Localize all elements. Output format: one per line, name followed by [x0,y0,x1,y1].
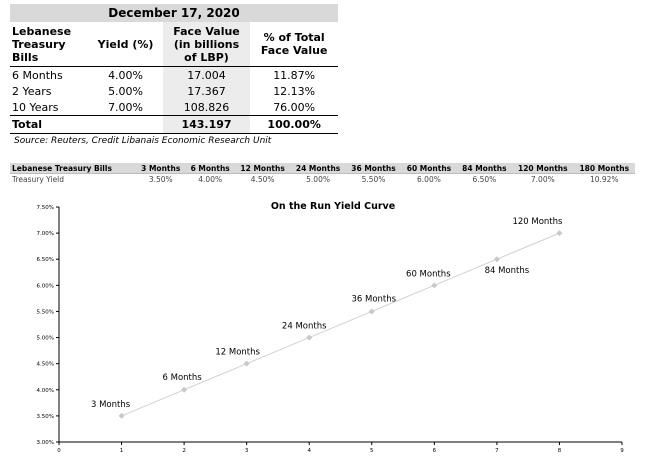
strip-yield: 6.50% [472,174,497,184]
total-face-value: 143.197 [162,115,251,134]
total-yield [88,115,163,134]
yield-curve-chart: On the Run Yield Curve 3.00% 3.50% 4.00% 4.… [37,201,625,454]
table-date: December 17, 2020 [10,4,338,22]
y-tick-label: 5.00% [37,336,54,342]
data-label: 84 Months [485,266,530,276]
y-tick-label: 4.00% [37,388,54,394]
data-label: 12 Months [215,348,260,358]
x-tick-label: 6 [433,448,437,454]
chart-axes: 3.00% 3.50% 4.00% 4.50% 5.00% 5.50% 6.00% 6.50%… [37,205,625,454]
x-tick-label: 2 [182,448,186,454]
y-tick-label: 4.50% [37,362,54,368]
strip-tenor: 36 Months [345,163,402,174]
y-tick-label: 6.00% [37,283,54,289]
chart-series: 3 Months 6 Months 12 Months 24 Months 36 Mon… [91,217,563,419]
data-point [306,334,313,341]
x-tick-label: 4 [307,448,311,454]
data-point [493,256,500,263]
strip-tenor: 12 Months [234,163,291,174]
strip-row-label: Treasury Yield [12,174,65,184]
table-row: 10 Years 7.00% 108.826 76.00% [10,99,338,116]
strip-yield: 5.50% [361,174,386,184]
strip-tenor: 6 Months [185,163,235,174]
yield-strip-table: Lebanese Treasury Bills 3 Months 6 Months… [10,163,635,184]
data-point [368,308,375,315]
source-note: Source: Reuters, Credit Libanais Economi… [14,136,272,146]
strip-tenor: 24 Months [290,163,346,174]
x-tick-label: 7 [495,448,499,454]
header-pct-total: % of Total Face Value [250,22,338,67]
header-face-value: Face Value (in billions of LBP) [162,22,251,67]
data-label: 24 Months [282,322,327,332]
table-row: 2 Years 5.00% 17.367 12.13% [10,83,338,99]
y-tick-label: 6.50% [37,257,54,263]
cell-yield: 7.00% [108,100,144,114]
y-tick-label: 3.00% [37,440,54,446]
cell-pct: 11.87% [273,68,316,82]
cell-face-value: 108.826 [162,99,251,116]
cell-tenor: 2 Years [12,84,52,98]
x-tick-label: 0 [57,448,61,454]
strip-yield: 4.50% [250,174,275,184]
y-tick-label: 5.50% [37,309,54,315]
strip-tenor: 60 Months [401,163,457,174]
data-label: 6 Months [163,373,203,383]
x-tick-label: 1 [120,448,124,454]
y-tick-label: 7.00% [37,231,54,237]
x-tick-label: 8 [558,448,562,454]
data-point [431,282,438,289]
cell-pct: 76.00% [273,100,316,114]
strip-yield: 5.00% [306,174,330,184]
total-label: Total [10,115,89,134]
strip-tenor: 120 Months [512,163,574,174]
cell-tenor: 10 Years [12,100,59,114]
data-point [243,360,250,367]
strip-yield: 7.00% [530,174,555,184]
data-point [181,386,188,393]
treasury-bills-table: December 17, 2020 Lebanese Treasury Bill… [10,4,338,134]
strip-header-label: Lebanese Treasury Bills [10,163,136,174]
strip-yield: 10.92% [589,174,619,184]
strip-tenor: 180 Months [573,163,635,174]
table-row: 6 Months 4.00% 17.004 11.87% [10,66,338,83]
data-point [556,230,563,237]
table-total-row: Total 143.197 100.00% [10,115,338,134]
data-label: 36 Months [351,294,396,304]
header-bills: Lebanese Treasury Bills [10,22,89,67]
strip-yield: 4.00% [198,174,223,184]
series-line [121,232,560,417]
cell-yield: 5.00% [108,84,144,98]
total-pct: 100.00% [250,115,338,134]
header-yield: Yield (%) [88,22,163,67]
strip-tenor: 84 Months [456,163,513,174]
cell-pct: 12.13% [273,84,316,98]
strip-yield: 6.00% [417,174,441,184]
x-tick-label: 9 [620,448,624,454]
y-tick-label: 7.50% [37,205,54,211]
chart-title: On the Run Yield Curve [271,201,395,212]
cell-face-value: 17.367 [162,83,251,99]
data-label: 120 Months [512,217,563,227]
data-label: 3 Months [91,400,131,410]
data-point [118,412,125,419]
cell-yield: 4.00% [108,68,144,82]
data-label: 60 Months [406,269,451,279]
cell-tenor: 6 Months [12,68,63,82]
cell-face-value: 17.004 [162,66,251,83]
strip-tenor: 3 Months [136,163,186,174]
strip-yield: 3.50% [148,174,173,184]
x-tick-label: 5 [370,448,374,454]
y-tick-label: 3.50% [37,414,54,420]
x-tick-label: 3 [245,448,249,454]
